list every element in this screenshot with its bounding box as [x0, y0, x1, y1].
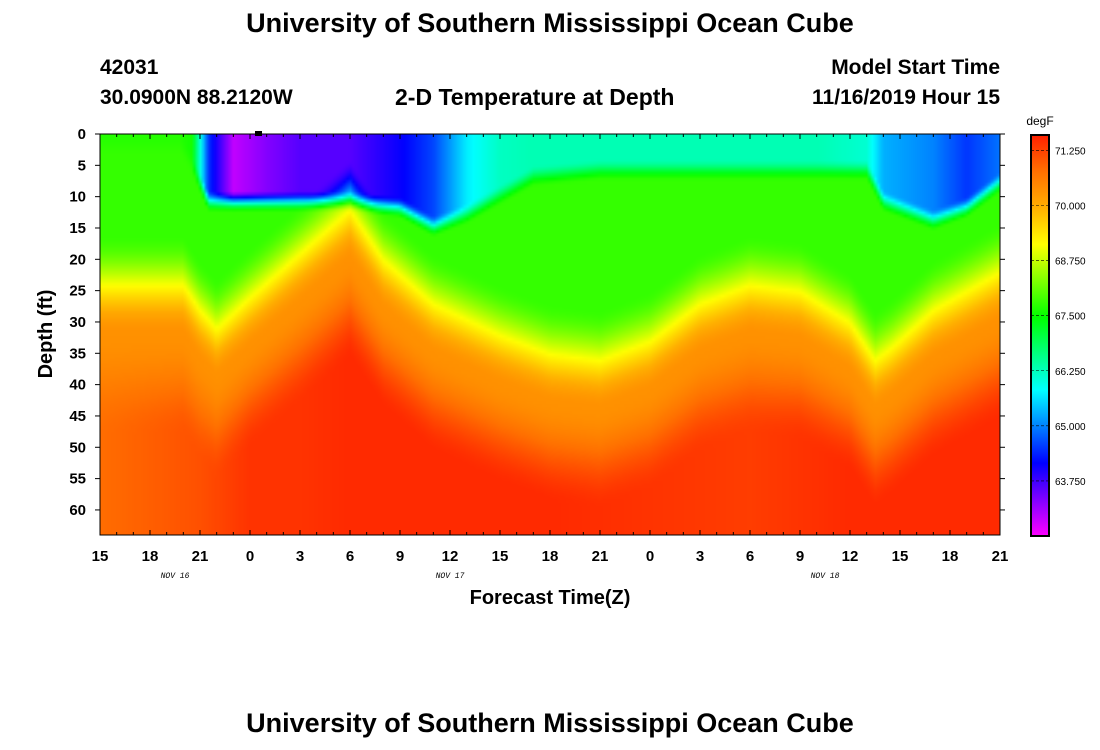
x-tick-label: 6	[746, 548, 754, 565]
x-tick-label: 9	[396, 548, 404, 565]
y-tick-label: 15	[69, 220, 86, 237]
colorbar-frame	[1030, 134, 1050, 537]
x-tick-label: 15	[92, 548, 109, 565]
y-tick-label: 45	[69, 408, 86, 425]
station-marker	[255, 131, 262, 136]
x-tick-label: 3	[696, 548, 704, 565]
colorbar-label: 67.500	[1055, 312, 1086, 323]
y-tick-label: 50	[69, 439, 86, 456]
date-label: NOV 16	[161, 572, 190, 581]
model-start-value: 11/16/2019 Hour 15	[812, 86, 1000, 109]
x-tick-label: 21	[192, 548, 209, 565]
y-tick-label: 25	[69, 283, 86, 300]
colorbar-label: 71.250	[1055, 146, 1086, 157]
colorbar-label: 63.750	[1055, 477, 1086, 488]
x-tick-label: 18	[142, 548, 159, 565]
y-tick-label: 60	[69, 502, 86, 519]
x-tick-label: 18	[942, 548, 959, 565]
y-axis: 0 5 10 15 20 25 30 35 40 45 50 55 60	[69, 126, 1005, 519]
plot-title: 2-D Temperature at Depth	[395, 84, 675, 110]
x-tick-label: 21	[592, 548, 609, 565]
colorbar: 71.250 70.000 68.750 67.500 66.250 65.000 63.7…	[1026, 114, 1086, 537]
y-tick-label: 35	[69, 345, 86, 362]
y-tick-label: 55	[69, 471, 86, 488]
x-tick-label: 6	[346, 548, 354, 565]
x-tick-label: 12	[442, 548, 459, 565]
x-axis: 15 18 21 0 3 6 9 12 15 18 21 0 3 6 9 12 15 18 21	[92, 134, 1009, 565]
colorbar-label: 65.000	[1055, 422, 1086, 433]
y-tick-label: 30	[69, 314, 86, 331]
colorbar-label: 70.000	[1055, 202, 1086, 213]
colorbar-label: 68.750	[1055, 257, 1086, 268]
x-tick-label: 0	[646, 548, 654, 565]
y-axis-title: Depth (ft)	[35, 290, 57, 379]
x-axis-title: Forecast Time(Z)	[470, 587, 631, 609]
colorbar-gradient	[1031, 135, 1049, 536]
y-tick-label: 0	[78, 126, 86, 143]
plot-area	[99, 131, 1001, 536]
colorbar-units: degF	[1026, 114, 1053, 128]
x-tick-label: 21	[992, 548, 1009, 565]
x-tick-label: 9	[796, 548, 804, 565]
y-tick-label: 40	[69, 377, 86, 394]
footer-title: University of Southern Mississippi Ocean…	[246, 708, 854, 738]
y-tick-label: 10	[69, 189, 86, 206]
x-tick-label: 3	[296, 548, 304, 565]
page-title: University of Southern Mississippi Ocean…	[246, 8, 854, 38]
x-tick-label: 18	[542, 548, 559, 565]
y-tick-label: 20	[69, 251, 86, 268]
x-tick-label: 0	[246, 548, 254, 565]
x-tick-label: 15	[892, 548, 909, 565]
date-label: NOV 18	[811, 572, 840, 581]
station-location: 30.0900N 88.2120W	[100, 86, 293, 109]
y-tick-label: 5	[78, 157, 86, 174]
date-label: NOV 17	[436, 572, 465, 581]
model-start-label: Model Start Time	[831, 56, 1000, 79]
x-tick-label: 15	[492, 548, 509, 565]
colorbar-label: 66.250	[1055, 367, 1086, 378]
heatmap-field	[100, 134, 1000, 535]
station-id: 42031	[100, 56, 159, 79]
x-tick-label: 12	[842, 548, 859, 565]
date-labels: NOV 16 NOV 17 NOV 18	[161, 572, 840, 581]
